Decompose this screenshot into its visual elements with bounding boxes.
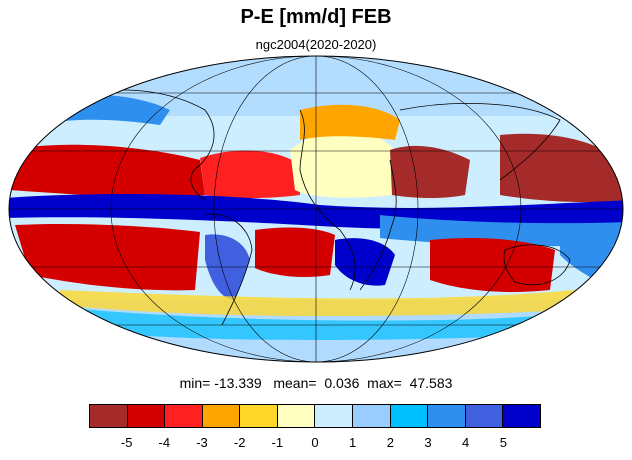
colorbar <box>89 404 541 428</box>
southern-ocean-wet-band <box>40 305 623 340</box>
plot-title: P-E [mm/d] FEB <box>240 6 392 28</box>
min-label: min= <box>179 375 211 391</box>
colorbar-tick-label: 3 <box>424 435 432 450</box>
colorbar-segment <box>127 405 166 427</box>
colorbar-tick-label: 0 <box>311 435 319 450</box>
colorbar-segment <box>90 405 128 427</box>
europe-africa-coast <box>299 109 356 291</box>
graticule <box>9 56 623 362</box>
south-pacific-dry-band <box>15 223 200 291</box>
colorbar-tick-label: -2 <box>233 435 246 450</box>
north-america-coast <box>84 89 215 201</box>
north-atlantic-dry-band <box>200 150 300 199</box>
north-pacific-dry-band <box>10 144 205 198</box>
south-indian-dry-band <box>430 238 555 292</box>
colorbar-tick-label: -4 <box>158 435 171 450</box>
colorbar-segment <box>503 405 540 427</box>
mollweide-map <box>8 55 624 363</box>
max-value: 47.583 <box>409 375 453 391</box>
itcz-wet-band <box>9 194 623 229</box>
colorbar-tick-label: -3 <box>196 435 208 450</box>
statistics-line: min= -13.339 mean= 0.036 max= 47.583 <box>0 375 632 391</box>
australia-coast <box>503 244 571 286</box>
southern-ocean-yellow-band <box>60 285 620 316</box>
asia-orange-zone <box>300 104 400 140</box>
colorbar-segment <box>428 405 466 427</box>
colorbar-segment <box>202 405 241 427</box>
west-pacific-dry-band <box>500 133 623 203</box>
colorbar-tick-label: 2 <box>386 435 394 450</box>
arabia-indian-dry-band <box>390 145 470 199</box>
asia-coast <box>399 103 561 181</box>
colorbar-tick-label: -1 <box>271 435 284 450</box>
map-border <box>8 55 624 363</box>
colorbar-segment <box>240 405 278 427</box>
plot-subtitle: ngc2004(2020-2020) <box>255 37 377 52</box>
coastlines <box>84 89 571 326</box>
colorbar-segment <box>315 405 354 427</box>
colorbar-segment <box>390 405 429 427</box>
colorbar-segment <box>165 405 203 427</box>
africa-east-coast <box>359 159 397 291</box>
colorbar-tick-label: 4 <box>462 435 470 450</box>
south-america-coast <box>204 213 253 326</box>
colorbar-segment <box>353 405 391 427</box>
colorbar-tick-label: 5 <box>499 435 507 450</box>
southern-africa-wet <box>335 238 395 286</box>
colorbar-tick-label: 1 <box>349 435 357 450</box>
min-value: -13.339 <box>214 375 262 391</box>
colorbar-segment <box>465 405 504 427</box>
south-atlantic-dry-band <box>255 227 335 278</box>
mean-label: mean= <box>273 375 317 391</box>
colorbar-segment <box>277 405 316 427</box>
max-label: max= <box>367 375 402 391</box>
colorbar-tick-label: -5 <box>120 435 133 450</box>
mean-value: 0.036 <box>324 375 360 391</box>
